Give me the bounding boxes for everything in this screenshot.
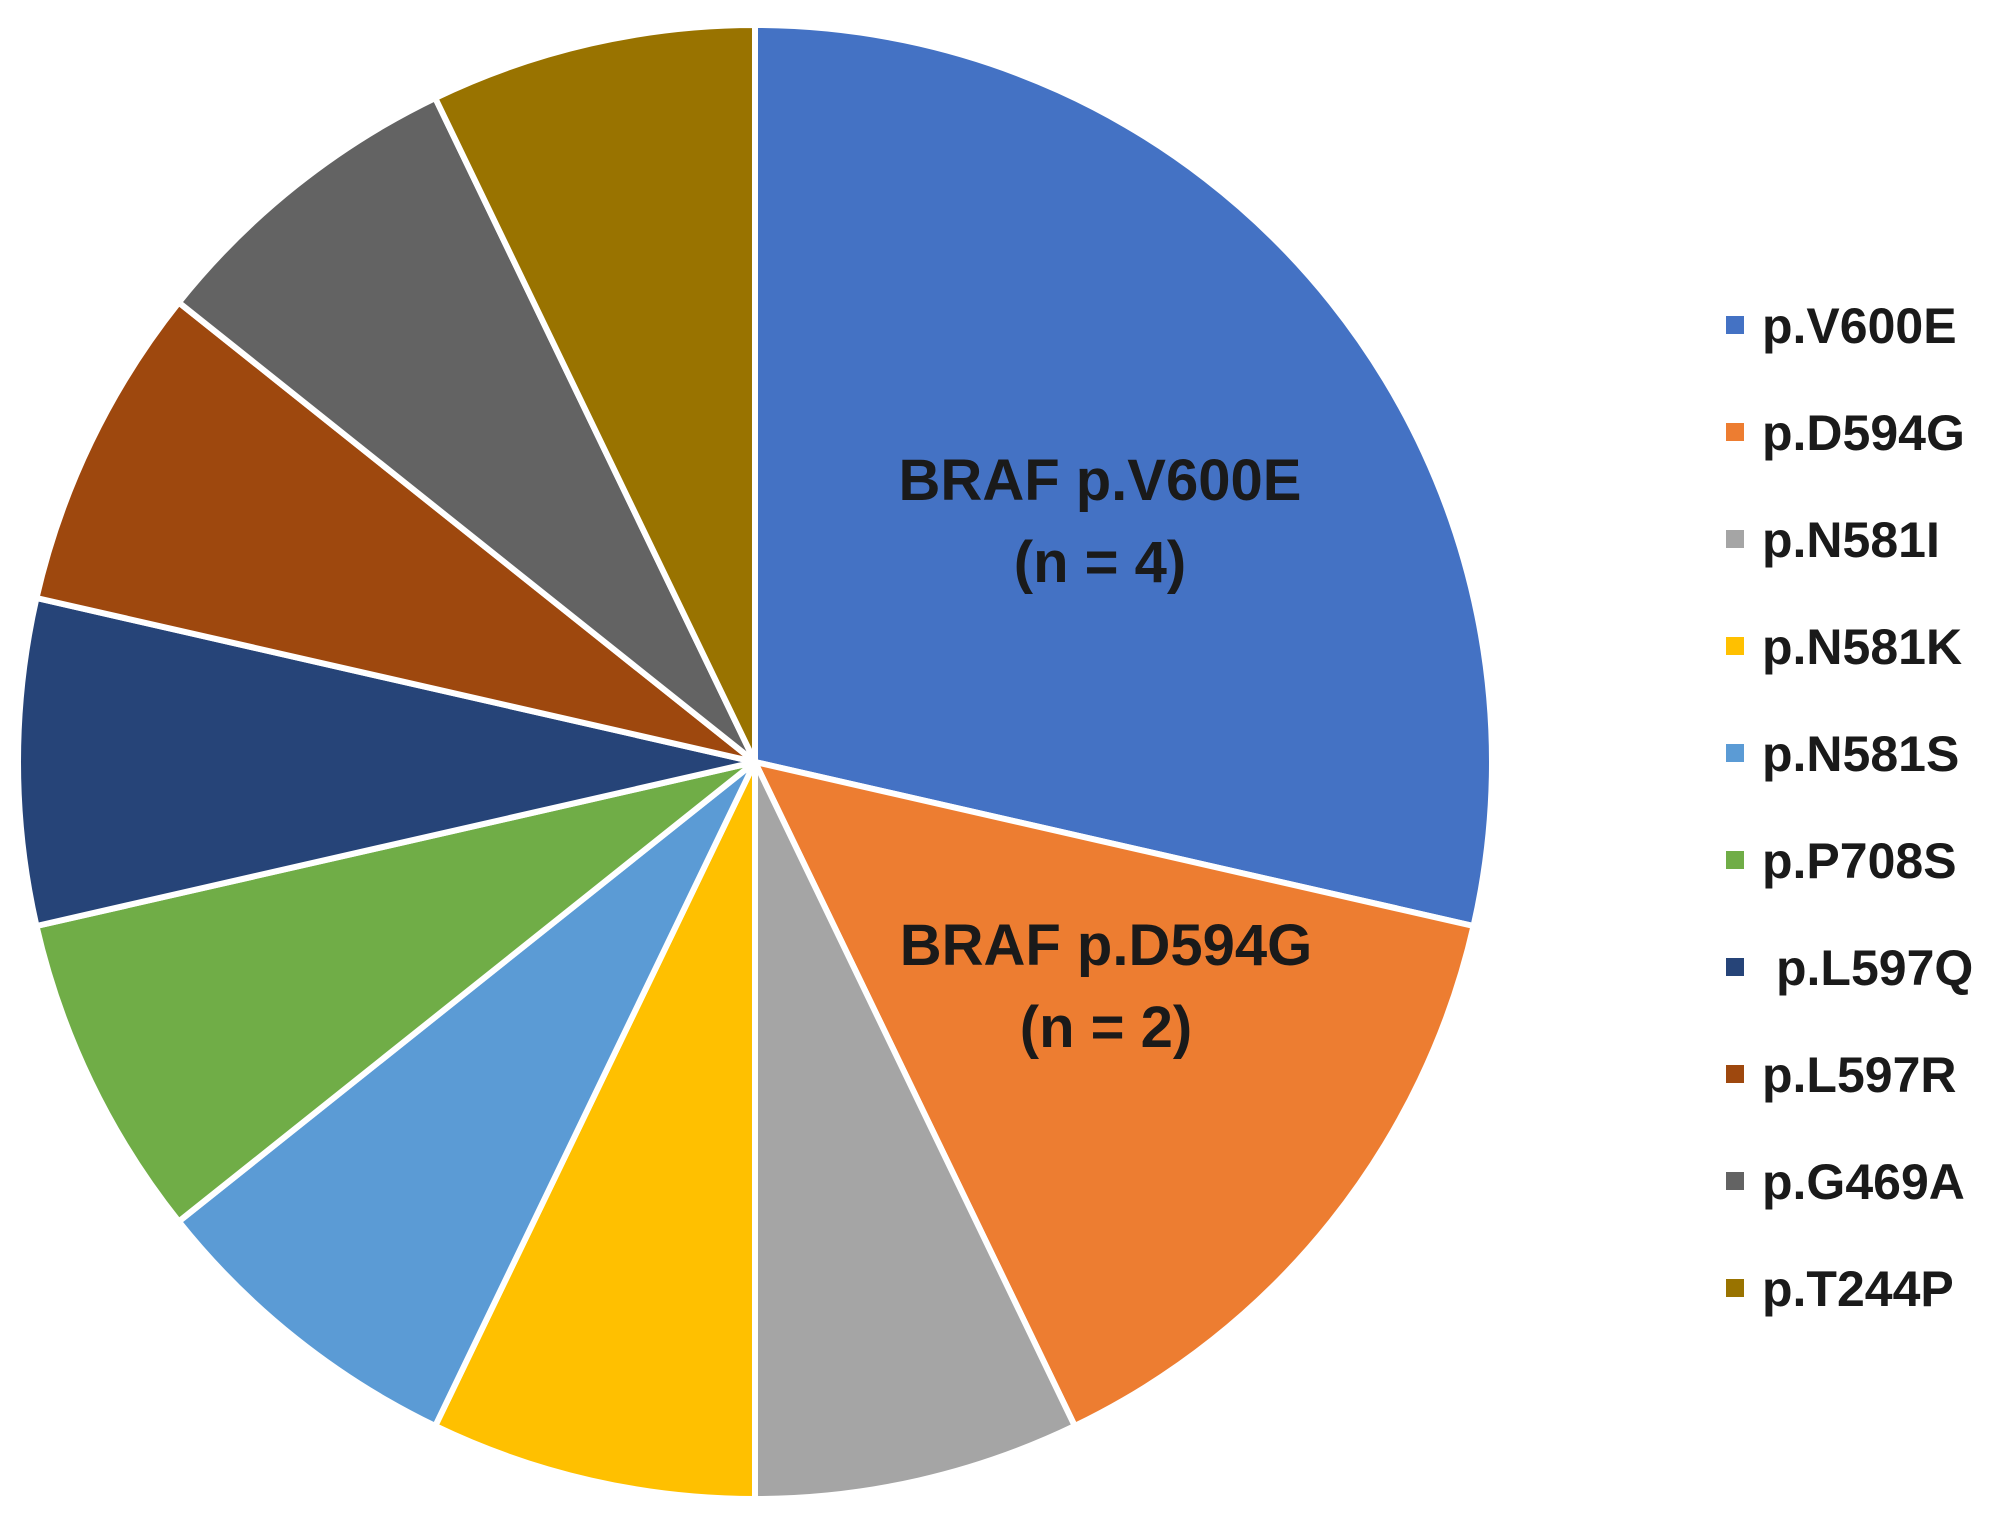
legend-item-l597q: p.L597Q: [1726, 940, 1973, 996]
legend-label: p.G469A: [1762, 1154, 1965, 1210]
legend-item-l597r: p.L597R: [1726, 1047, 1957, 1103]
pie-slice-t244p: [432, 22, 758, 765]
pie-slice-l597q: [15, 595, 758, 929]
legend-item-n581s: p.N581S: [1726, 726, 1959, 782]
slice-data-label-line: (n = 4): [1014, 530, 1186, 595]
legend-item-p708s: p.P708S: [1726, 833, 1957, 889]
pie-slice-d594g: [752, 759, 1477, 1430]
legend-item-g469a: p.G469A: [1726, 1154, 1965, 1210]
legend-swatch: [1726, 316, 1744, 334]
legend-swatch: [1726, 423, 1744, 441]
legend-label: p.N581S: [1762, 726, 1959, 782]
legend-swatch: [1726, 851, 1744, 869]
pie-slice-n581k: [432, 759, 758, 1502]
pie-slice-n581i: [752, 759, 1078, 1502]
legend-item-v600e: p.V600E: [1726, 298, 1957, 354]
legend-label: p.L597R: [1762, 1047, 1957, 1103]
legend-swatch: [1726, 530, 1744, 548]
slice-data-label-line: BRAF p.V600E: [899, 448, 1302, 513]
pie-slice-labels: BRAF p.V600E (n = 4) BRAF p.D594G (n = 2): [899, 448, 1313, 1060]
pie-slice-n581s: [175, 759, 758, 1430]
legend-label: p.P708S: [1762, 833, 1957, 889]
legend-item-n581i: p.N581I: [1726, 512, 1940, 568]
legend-item-n581k: p.N581K: [1726, 619, 1962, 675]
pie-slice-p708s: [33, 759, 758, 1225]
legend-swatch: [1726, 744, 1744, 762]
slice-data-label-d594g: BRAF p.D594G (n = 2): [900, 913, 1313, 1060]
slice-data-label-v600e: BRAF p.V600E (n = 4): [899, 448, 1302, 595]
legend-swatch: [1726, 1172, 1744, 1190]
pie-slices: [15, 22, 1495, 1502]
pie-slice-v600e: [752, 22, 1495, 929]
legend-label: p.N581I: [1762, 512, 1940, 568]
legend-label: p.T244P: [1762, 1261, 1954, 1317]
legend-swatch: [1726, 1279, 1744, 1297]
legend: p.V600E p.D594G p.N581I p.N581K p.N581S p.P70…: [1726, 298, 1973, 1317]
slice-data-label-line: (n = 2): [1020, 995, 1192, 1060]
legend-label: p.V600E: [1762, 298, 1957, 354]
legend-item-t244p: p.T244P: [1726, 1261, 1954, 1317]
legend-swatch: [1726, 637, 1744, 655]
pie-slice-g469a: [175, 94, 758, 765]
legend-label: p.L597Q: [1776, 940, 1973, 996]
legend-swatch: [1726, 1065, 1744, 1083]
legend-swatch: [1726, 958, 1744, 976]
legend-label: p.N581K: [1762, 619, 1962, 675]
legend-item-d594g: p.D594G: [1726, 405, 1965, 461]
legend-label: p.D594G: [1762, 405, 1965, 461]
pie-slice-l597r: [33, 299, 758, 765]
slice-data-label-line: BRAF p.D594G: [900, 913, 1313, 978]
